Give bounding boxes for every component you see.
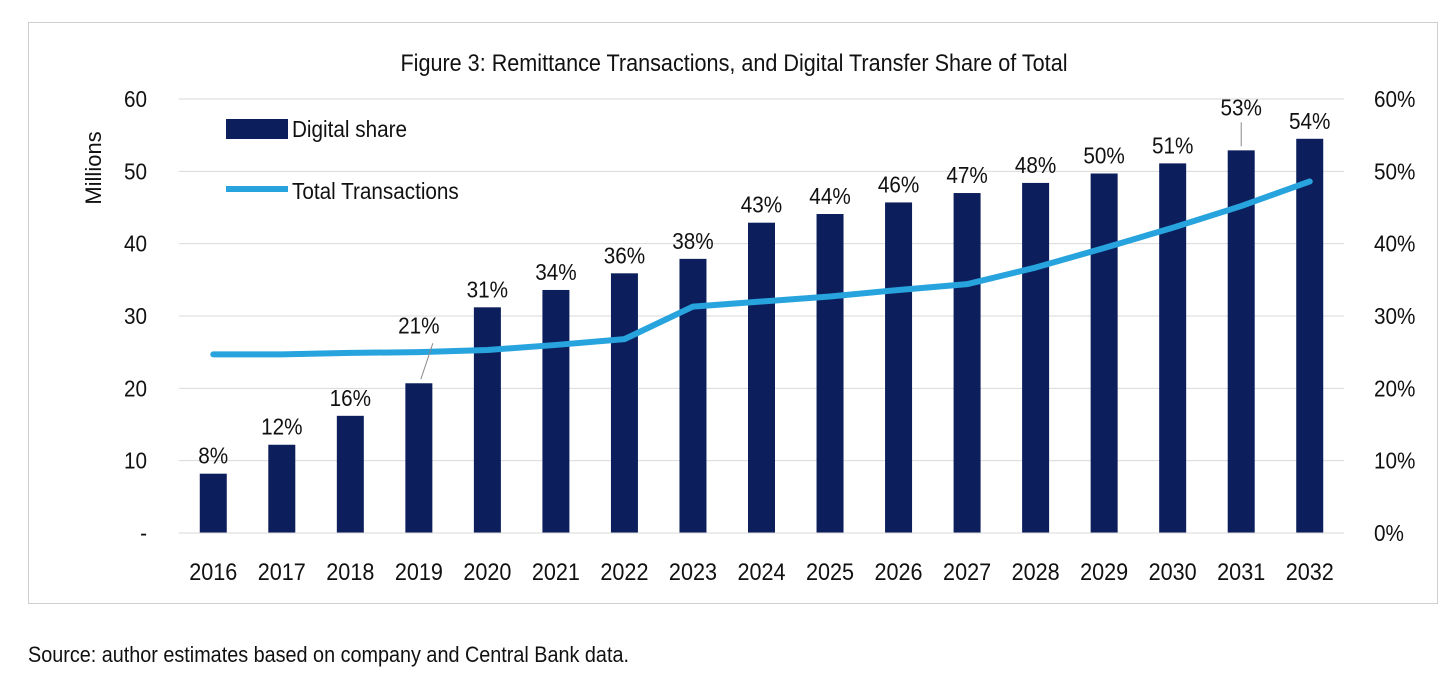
y-right-tick-label: 30% (1374, 303, 1415, 329)
bar (542, 289, 570, 533)
bar (885, 202, 913, 534)
source-note: Source: author estimates based on compan… (28, 642, 629, 667)
x-tick-label: 2020 (463, 558, 511, 585)
legend-label-line: Total Transactions (292, 178, 459, 204)
y-left-tick-label: 60 (124, 86, 147, 112)
y-left-tick-label: 50 (124, 158, 147, 184)
y-right-tick-label: 40% (1374, 231, 1415, 257)
bar (473, 307, 501, 533)
data-label: 44% (809, 183, 850, 209)
legend: Digital share Total Transactions (226, 116, 459, 204)
chart-frame: 8% 12% 16% 21% 31% 34% 36% 38% 43% 44% 46% 47% 48% 50… (28, 22, 1438, 604)
data-label: 12% (261, 414, 302, 440)
x-tick-label: 2027 (943, 558, 991, 585)
data-label: 50% (1083, 142, 1124, 168)
data-label: 48% (1015, 152, 1056, 178)
data-label: 36% (604, 242, 645, 268)
bar (610, 273, 638, 533)
bar (679, 258, 707, 533)
y-left-tick-label: 30 (124, 303, 147, 329)
leader-line (420, 343, 434, 380)
data-label: 16% (330, 385, 371, 411)
data-label: 54% (1289, 108, 1330, 134)
x-tick-label: 2028 (1012, 558, 1060, 585)
x-tick-label: 2024 (737, 558, 785, 585)
axes-layer: - 0% 10 10% 20 20% 30 30% 40 40% 50 50% 60 60% 2016 201… (124, 86, 1415, 585)
x-tick-label: 2023 (669, 558, 717, 585)
legend-label-bar: Digital share (292, 116, 407, 142)
x-tick-label: 2026 (875, 558, 923, 585)
x-tick-label: 2030 (1149, 558, 1197, 585)
y-axis-label: Millions (81, 131, 106, 204)
data-label: 47% (946, 162, 987, 188)
data-label: 53% (1220, 94, 1261, 120)
total-transactions-line (210, 178, 1313, 358)
bar (1022, 182, 1050, 533)
data-label: 51% (1152, 132, 1193, 158)
bar (953, 193, 981, 534)
x-tick-label: 2018 (326, 558, 374, 585)
bar (1227, 150, 1255, 533)
x-tick-label: 2031 (1217, 558, 1265, 585)
bar (268, 444, 296, 533)
data-label: 34% (535, 259, 576, 285)
x-tick-label: 2022 (600, 558, 648, 585)
legend-swatch-bar (226, 119, 288, 139)
chart-svg: 8% 12% 16% 21% 31% 34% 36% 38% 43% 44% 46% 47% 48% 50… (81, 49, 1415, 585)
y-right-tick-label: 0% (1374, 520, 1404, 546)
labels-layer: 8% 12% 16% 21% 31% 34% 36% 38% 43% 44% 46% 47% 48% 50… (198, 94, 1330, 469)
x-tick-label: 2025 (806, 558, 854, 585)
x-tick-label: 2032 (1286, 558, 1334, 585)
y-right-tick-label: 50% (1374, 158, 1415, 184)
data-label: 21% (398, 312, 439, 338)
bar (748, 222, 775, 533)
line-layer (210, 178, 1313, 358)
x-tick-label: 2019 (395, 558, 443, 585)
bars-layer (199, 138, 1324, 534)
bar (336, 415, 364, 533)
data-label: 46% (878, 171, 919, 197)
data-label: 31% (467, 276, 508, 302)
y-left-tick-label: 20 (124, 375, 147, 401)
y-right-tick-label: 20% (1374, 375, 1415, 401)
bar (816, 214, 844, 533)
x-tick-label: 2021 (532, 558, 580, 585)
data-label: 8% (198, 443, 228, 469)
chart-title: Figure 3: Remittance Transactions, and D… (400, 49, 1067, 76)
x-tick-label: 2016 (189, 558, 237, 585)
y-left-tick-label: 10 (124, 448, 147, 474)
bar (1159, 163, 1187, 534)
y-left-tick-label: 40 (124, 231, 147, 257)
y-right-tick-label: 10% (1374, 448, 1415, 474)
y-right-tick-label: 60% (1374, 86, 1415, 112)
bar (405, 383, 433, 533)
x-tick-label: 2029 (1080, 558, 1128, 585)
data-label: 43% (741, 192, 782, 218)
data-label: 38% (672, 228, 713, 254)
y-left-tick-label: - (140, 520, 147, 546)
bar (1296, 138, 1324, 533)
bar (199, 473, 227, 533)
bar (1090, 173, 1118, 533)
x-tick-label: 2017 (258, 558, 306, 585)
